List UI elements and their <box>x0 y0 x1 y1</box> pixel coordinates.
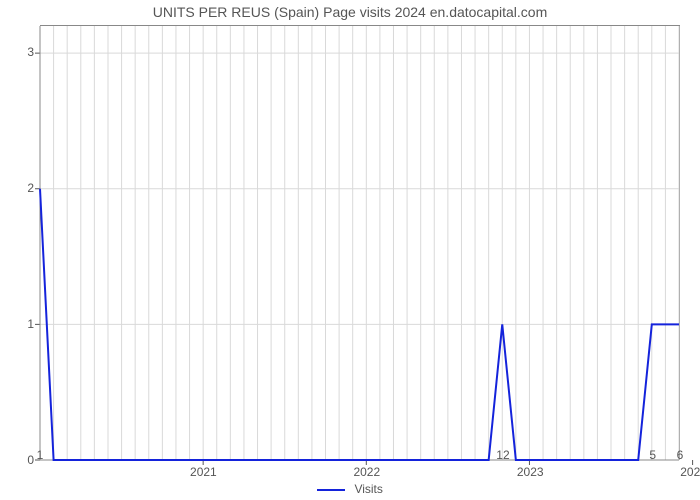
y-tick-label: 3 <box>27 45 34 59</box>
x-tick-label: 2023 <box>517 465 544 479</box>
bottom-number: 6 <box>677 448 684 462</box>
y-tick-label: 1 <box>27 317 34 331</box>
legend-label: Visits <box>354 482 382 496</box>
legend: Visits <box>0 482 700 496</box>
bottom-number: 1 <box>37 448 44 462</box>
x-tick-label: 2021 <box>190 465 217 479</box>
bottom-number: 12 <box>496 448 509 462</box>
chart-title: UNITS PER REUS (Spain) Page visits 2024 … <box>0 4 700 20</box>
plot-svg <box>40 26 679 460</box>
bottom-number: 5 <box>649 448 656 462</box>
x-tick-label: 2024 <box>680 465 700 479</box>
chart-container: UNITS PER REUS (Spain) Page visits 2024 … <box>0 0 700 500</box>
legend-swatch <box>317 489 345 491</box>
plot-area <box>40 25 680 460</box>
x-tick-label: 2022 <box>353 465 380 479</box>
y-tick-label: 2 <box>27 181 34 195</box>
y-tick-label: 0 <box>27 453 34 467</box>
